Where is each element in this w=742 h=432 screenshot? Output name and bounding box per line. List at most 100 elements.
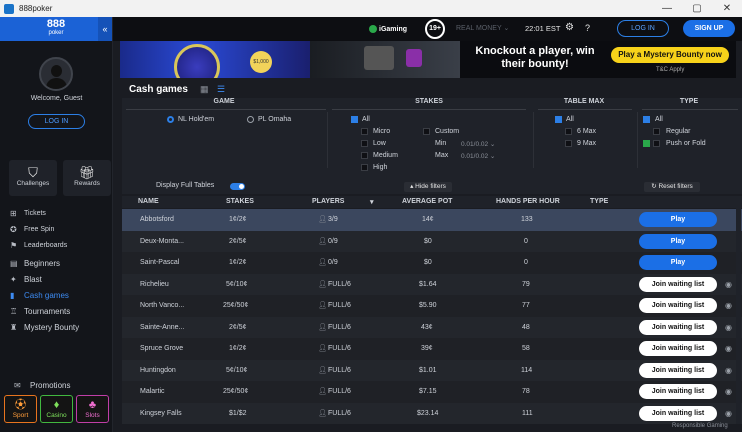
sidebar-item-beginners[interactable]: ▤ Beginners	[0, 255, 113, 271]
sidebar-item-leaderboards[interactable]: ⚑ Leaderboards	[0, 237, 113, 253]
stakes-medium-checkbox[interactable]	[361, 152, 368, 159]
table-scrollbar[interactable]	[736, 196, 741, 424]
promotions-icon: ✉	[14, 380, 21, 390]
maximize-button[interactable]: ▢	[692, 3, 702, 14]
mystery-bounty-button[interactable]: Play a Mystery Bounty now	[611, 47, 729, 63]
table-row[interactable]: Abbotsford 1¢/2¢ 👤︎ 3/9 14¢ 133 Play	[122, 209, 742, 231]
stakes-all-checkbox[interactable]	[351, 116, 358, 123]
max-select[interactable]: 0.01/0.02 ⌄	[461, 152, 508, 161]
list-view-icon[interactable]: ☰	[217, 84, 226, 94]
table-row[interactable]: Huntingdon 5¢/10¢ 👤︎ FULL/6 $1.01 114 Jo…	[122, 359, 742, 381]
type-regular-checkbox[interactable]	[653, 128, 660, 135]
join-waiting-list-button[interactable]: Join waiting list	[639, 341, 717, 356]
signup-button[interactable]: SIGN UP	[683, 20, 735, 37]
blast-icon: ✦	[10, 274, 17, 284]
col-stakes[interactable]: STAKES	[226, 198, 254, 205]
collapse-sidebar-button[interactable]: «	[98, 17, 112, 41]
table-row[interactable]: Spruce Grove 1¢/2¢ 👤︎ FULL/6 39¢ 58 Join…	[122, 338, 742, 360]
sidebar-item-promotions[interactable]: ✉ Promotions	[0, 377, 113, 393]
stakes-high-checkbox[interactable]	[361, 164, 368, 171]
table-row[interactable]: Deux-Monta... 2¢/5¢ 👤︎ 0/9 $0 0 Play	[122, 230, 742, 252]
avatar[interactable]	[39, 57, 73, 91]
game-radio-nlholdem[interactable]	[167, 116, 174, 123]
player-icon: 👤︎	[318, 302, 327, 309]
col-name[interactable]: NAME	[138, 198, 159, 205]
slots-tile[interactable]: ♣ Slots	[76, 395, 109, 423]
sport-tile[interactable]: ⚽︎ Sport	[4, 395, 37, 423]
hide-filters-button[interactable]: ▴ Hide filters	[404, 182, 452, 192]
table-row[interactable]: Saint-Pascal 1¢/2¢ 👤︎ 0/9 $0 0 Play	[122, 252, 742, 274]
type-header: TYPE	[679, 98, 699, 105]
table-row[interactable]: Malartic 25¢/50¢ 👤︎ FULL/6 $7.15 78 Join…	[122, 381, 742, 403]
play-button[interactable]: Play	[639, 212, 717, 227]
row-pot: $1.01	[419, 366, 437, 374]
sidebar-item-mystery-bounty[interactable]: ♜ Mystery Bounty	[0, 319, 113, 335]
eye-icon[interactable]: ◉	[725, 408, 732, 418]
row-pot: $23.14	[417, 409, 439, 417]
tablemax-9max-checkbox[interactable]	[565, 140, 572, 147]
row-pot: $0	[424, 237, 432, 245]
type-all-checkbox[interactable]	[643, 116, 650, 123]
stakes-micro-checkbox[interactable]	[361, 128, 368, 135]
game-radio-plomaha[interactable]	[247, 116, 254, 123]
real-money-selector[interactable]: REAL MONEY ⌄	[456, 24, 509, 32]
row-hands: 58	[522, 345, 530, 352]
min-select[interactable]: 0.01/0.02 ⌄	[461, 140, 508, 149]
col-hands-per-hour[interactable]: HANDS PER HOUR	[496, 198, 560, 205]
stakes-custom-checkbox[interactable]	[423, 128, 430, 135]
promo-banner[interactable]: $1,000 Knockout a player, win their boun…	[120, 41, 736, 78]
row-hands: 111	[522, 409, 533, 417]
join-waiting-list-button[interactable]: Join waiting list	[639, 319, 717, 335]
join-waiting-list-button[interactable]: Join waiting list	[639, 405, 717, 421]
table-row[interactable]: Sainte-Anne... 2¢/5¢ 👤︎ FULL/6 43¢ 48 Jo…	[122, 316, 742, 338]
casino-tile[interactable]: ♦ Casino	[40, 395, 73, 423]
join-waiting-list-button[interactable]: Join waiting list	[639, 298, 717, 313]
login-button[interactable]: LOG IN	[617, 20, 669, 37]
stakes-low-checkbox[interactable]	[361, 140, 368, 147]
tablemax-6max-checkbox[interactable]	[565, 128, 572, 135]
play-button[interactable]: Play	[639, 233, 717, 249]
eye-icon[interactable]: ◉	[725, 279, 732, 289]
minimize-button[interactable]: —	[662, 3, 672, 14]
player-icon: 👤︎	[318, 345, 327, 352]
eye-icon[interactable]: ◉	[725, 322, 732, 332]
join-waiting-list-button[interactable]: Join waiting list	[639, 362, 717, 378]
close-button[interactable]: ✕	[722, 3, 732, 14]
type-push-or-fold-checkbox[interactable]	[653, 140, 660, 147]
play-button[interactable]: Play	[639, 255, 717, 270]
challenges-tile[interactable]: ⛉ Challenges	[9, 160, 57, 196]
logo[interactable]: 888 poker	[47, 19, 65, 38]
chevron-down-icon: ⌄	[503, 25, 510, 32]
table-row[interactable]: Richelieu 5¢/10¢ 👤︎ FULL/6 $1.64 79 Join…	[122, 273, 742, 295]
col-players[interactable]: PLAYERS	[312, 198, 345, 205]
responsible-gaming-link[interactable]: Responsible Gaming	[672, 423, 728, 429]
sidebar-item-tickets[interactable]: ⊞ Tickets	[0, 205, 113, 221]
sidebar-login-button[interactable]: LOG IN	[28, 114, 85, 129]
eye-icon[interactable]: ◉	[725, 387, 732, 396]
col-average-pot[interactable]: AVERAGE POT	[402, 198, 453, 205]
bounty-icon: ♜	[10, 322, 18, 332]
eye-icon[interactable]: ◉	[725, 301, 732, 310]
col-type[interactable]: TYPE	[590, 198, 609, 205]
sidebar-item-free-spin[interactable]: ✪ Free Spin	[0, 221, 113, 237]
sidebar-item-cash-games[interactable]: ▮ Cash games	[0, 287, 113, 303]
join-waiting-list-button[interactable]: Join waiting list	[639, 276, 717, 292]
rewards-tile[interactable]: 🎁︎ Rewards	[63, 160, 111, 196]
table-row[interactable]: Kingsey Falls $1/$2 👤︎ FULL/6 $23.14 111…	[122, 402, 742, 424]
sidebar-item-tournaments[interactable]: ♖ Tournaments	[0, 303, 113, 319]
eye-icon[interactable]: ◉	[725, 365, 732, 375]
sidebar-item-blast[interactable]: ✦ Blast	[0, 271, 113, 287]
reset-icon: ↻	[651, 183, 659, 190]
slots-icon: ♣	[88, 399, 97, 411]
eye-icon[interactable]: ◉	[725, 344, 732, 353]
table-row[interactable]: North Vanco... 25¢/50¢ 👤︎ FULL/6 $5.90 7…	[122, 295, 742, 317]
grid-view-icon[interactable]: ▦	[200, 84, 209, 94]
help-icon[interactable]: ?	[585, 23, 591, 33]
gear-icon[interactable]: ⚙	[565, 22, 574, 33]
player-icon: 👤︎	[318, 259, 327, 266]
sidebar-item-label: Tournaments	[24, 306, 71, 316]
join-waiting-list-button[interactable]: Join waiting list	[639, 384, 717, 399]
display-full-tables-toggle[interactable]	[230, 183, 245, 190]
tablemax-all-checkbox[interactable]	[555, 116, 562, 123]
reset-filters-button[interactable]: ↻ Reset filters	[644, 182, 700, 192]
